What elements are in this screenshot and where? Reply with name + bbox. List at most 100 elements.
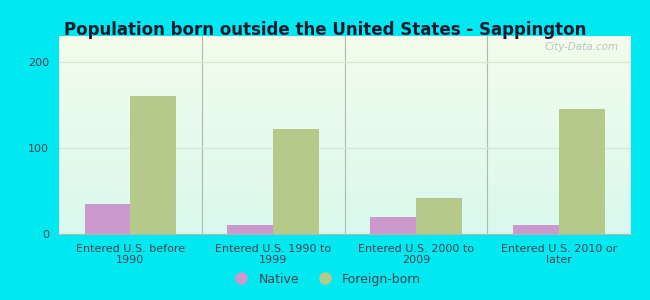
- Bar: [58, 48, 630, 50]
- Bar: [58, 149, 630, 151]
- Bar: [58, 200, 630, 202]
- Bar: [58, 70, 630, 72]
- Bar: [58, 92, 630, 93]
- Bar: [58, 52, 630, 54]
- Bar: [58, 131, 630, 133]
- Bar: [58, 72, 630, 74]
- Bar: [58, 40, 630, 42]
- Bar: [58, 78, 630, 80]
- Bar: [58, 141, 630, 143]
- Bar: [58, 80, 630, 82]
- Bar: [58, 212, 630, 214]
- Bar: [58, 135, 630, 137]
- Bar: [58, 172, 630, 175]
- Bar: [58, 145, 630, 147]
- Bar: [58, 76, 630, 78]
- Bar: [58, 178, 630, 181]
- Bar: [58, 60, 630, 62]
- Bar: [58, 123, 630, 125]
- Bar: [58, 216, 630, 218]
- Bar: [58, 46, 630, 48]
- Bar: [58, 62, 630, 64]
- Bar: [273, 129, 318, 234]
- Bar: [559, 109, 604, 234]
- Bar: [58, 151, 630, 153]
- Bar: [58, 159, 630, 161]
- Bar: [58, 111, 630, 113]
- Bar: [58, 171, 630, 172]
- Bar: [58, 121, 630, 123]
- Bar: [58, 83, 630, 85]
- Bar: [58, 42, 630, 44]
- Bar: [58, 117, 630, 119]
- Bar: [58, 153, 630, 155]
- Bar: [513, 225, 559, 234]
- Bar: [58, 181, 630, 182]
- Bar: [58, 163, 630, 165]
- Text: Population born outside the United States - Sappington: Population born outside the United State…: [64, 21, 586, 39]
- Bar: [58, 194, 630, 196]
- Bar: [58, 105, 630, 107]
- Bar: [58, 182, 630, 184]
- Bar: [58, 113, 630, 115]
- Bar: [58, 204, 630, 206]
- Bar: [58, 202, 630, 204]
- Bar: [58, 58, 630, 60]
- Bar: [58, 68, 630, 70]
- Bar: [58, 155, 630, 157]
- Bar: [58, 206, 630, 208]
- Bar: [58, 36, 630, 38]
- Bar: [58, 119, 630, 121]
- Bar: [227, 225, 273, 234]
- Bar: [58, 167, 630, 169]
- Bar: [58, 64, 630, 66]
- Bar: [58, 188, 630, 190]
- Bar: [58, 184, 630, 187]
- Bar: [58, 232, 630, 234]
- Bar: [58, 157, 630, 159]
- Bar: [58, 169, 630, 171]
- Bar: [58, 127, 630, 129]
- Bar: [58, 177, 630, 178]
- Bar: [58, 50, 630, 52]
- Bar: [58, 214, 630, 216]
- Legend: Native, Foreign-born: Native, Foreign-born: [224, 268, 426, 291]
- Bar: [58, 82, 630, 83]
- Bar: [58, 56, 630, 58]
- Bar: [58, 85, 630, 88]
- Bar: [58, 88, 630, 89]
- Bar: [58, 107, 630, 109]
- Bar: [58, 196, 630, 198]
- Bar: [58, 98, 630, 99]
- Bar: [58, 175, 630, 177]
- Bar: [58, 192, 630, 194]
- Bar: [58, 101, 630, 103]
- Bar: [58, 109, 630, 111]
- Bar: [58, 66, 630, 68]
- Bar: [58, 125, 630, 127]
- Bar: [58, 143, 630, 145]
- Bar: [58, 222, 630, 224]
- Bar: [58, 218, 630, 220]
- Bar: [370, 217, 416, 234]
- Text: City-Data.com: City-Data.com: [545, 42, 619, 52]
- Bar: [130, 96, 176, 234]
- Bar: [58, 198, 630, 200]
- Bar: [58, 99, 630, 101]
- Bar: [58, 187, 630, 188]
- Bar: [58, 228, 630, 230]
- Bar: [58, 161, 630, 163]
- Bar: [58, 115, 630, 117]
- Bar: [58, 129, 630, 131]
- Bar: [416, 198, 462, 234]
- Bar: [58, 137, 630, 139]
- Bar: [58, 220, 630, 222]
- Bar: [58, 89, 630, 92]
- Bar: [58, 210, 630, 212]
- Bar: [58, 93, 630, 95]
- Bar: [58, 147, 630, 149]
- Bar: [58, 44, 630, 46]
- Bar: [58, 103, 630, 105]
- Bar: [58, 95, 630, 98]
- Bar: [58, 230, 630, 232]
